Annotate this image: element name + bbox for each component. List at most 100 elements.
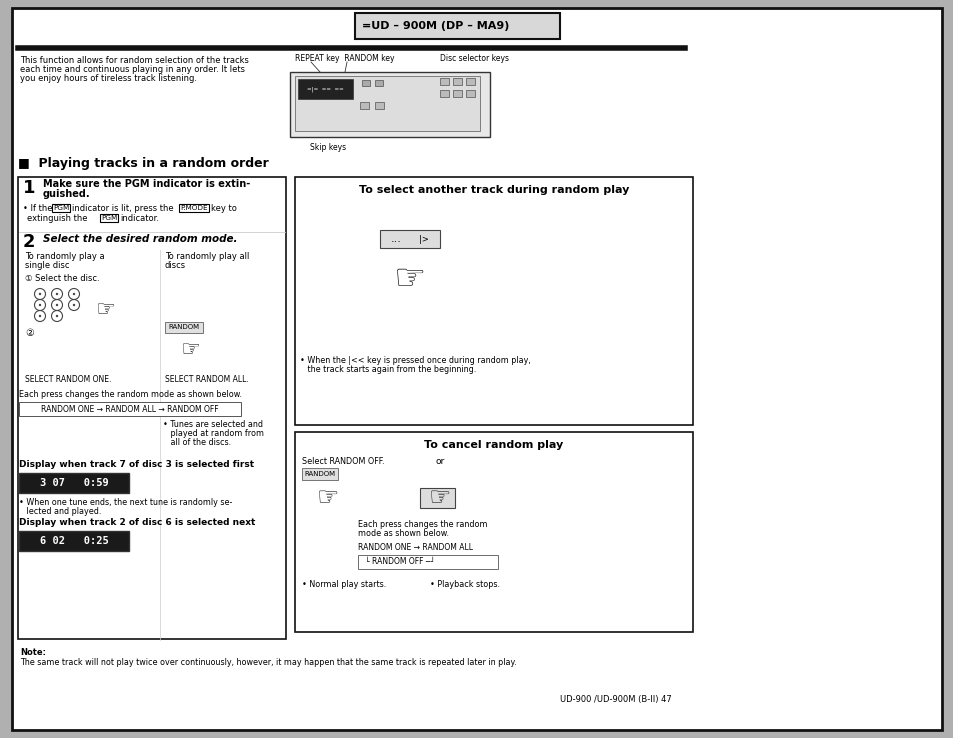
Text: indicator.: indicator.: [120, 214, 159, 223]
Text: RANDOM: RANDOM: [304, 471, 335, 477]
Bar: [453, 90, 461, 97]
Circle shape: [72, 293, 75, 295]
Text: └ RANDOM OFF ─┘: └ RANDOM OFF ─┘: [365, 557, 435, 567]
Text: ☞: ☞: [428, 486, 451, 510]
Text: ☞: ☞: [316, 486, 339, 510]
Bar: [19, 178, 39, 198]
Text: Select the desired random mode.: Select the desired random mode.: [43, 234, 237, 244]
Bar: [453, 78, 461, 85]
Text: 2: 2: [23, 233, 35, 251]
Bar: [359, 102, 369, 109]
Text: ②: ②: [25, 328, 33, 338]
Text: This function allows for random selection of the tracks: This function allows for random selectio…: [20, 56, 249, 65]
Text: all of the discs.: all of the discs.: [163, 438, 231, 447]
Bar: [294, 177, 692, 425]
Bar: [357, 555, 497, 569]
Text: RANDOM ONE → RANDOM ALL: RANDOM ONE → RANDOM ALL: [357, 543, 473, 552]
Bar: [419, 488, 455, 508]
Text: indicator is lit, press the: indicator is lit, press the: [71, 204, 173, 213]
Circle shape: [72, 304, 75, 306]
Bar: [294, 432, 692, 632]
Bar: [52, 204, 70, 212]
Bar: [439, 90, 449, 97]
Text: UD-900 /UD-900M (B-II) 47: UD-900 /UD-900M (B-II) 47: [559, 695, 671, 704]
Text: Disc selector keys: Disc selector keys: [439, 54, 509, 63]
Text: SELECT RANDOM ALL.: SELECT RANDOM ALL.: [165, 375, 249, 384]
Bar: [375, 102, 384, 109]
Text: you enjoy hours of tireless track listening.: you enjoy hours of tireless track listen…: [20, 74, 196, 83]
Text: To select another track during random play: To select another track during random pl…: [358, 185, 629, 195]
Text: • Tunes are selected and: • Tunes are selected and: [163, 420, 263, 429]
Text: ① Select the disc.: ① Select the disc.: [25, 274, 99, 283]
Text: Make sure the PGM indicator is extin-: Make sure the PGM indicator is extin-: [43, 179, 250, 189]
Text: Select RANDOM OFF.: Select RANDOM OFF.: [302, 457, 384, 466]
Circle shape: [55, 293, 58, 295]
Bar: [179, 204, 209, 212]
Bar: [361, 80, 370, 86]
Bar: [379, 230, 439, 248]
Bar: [294, 76, 479, 131]
Text: guished.: guished.: [43, 189, 91, 199]
Text: ...: ...: [390, 234, 401, 244]
Text: Display when track 2 of disc 6 is selected next: Display when track 2 of disc 6 is select…: [19, 518, 255, 527]
Text: • When one tune ends, the next tune is randomly se-: • When one tune ends, the next tune is r…: [19, 498, 233, 507]
Bar: [19, 402, 241, 416]
Text: single disc: single disc: [25, 261, 70, 270]
Bar: [19, 531, 129, 551]
Text: =|=  ==  ==: =|= == ==: [306, 86, 343, 92]
Bar: [19, 473, 129, 493]
Text: The same track will not play twice over continuously, however, it may happen tha: The same track will not play twice over …: [20, 658, 517, 667]
Text: P.MODE: P.MODE: [180, 205, 208, 211]
Text: 3 07   0:59: 3 07 0:59: [40, 478, 109, 488]
Text: PGM: PGM: [101, 215, 117, 221]
Bar: [165, 322, 203, 333]
Text: ☞: ☞: [95, 300, 115, 320]
Bar: [100, 214, 118, 222]
Circle shape: [55, 304, 58, 306]
Text: Skip keys: Skip keys: [310, 143, 346, 152]
Text: Note:: Note:: [20, 648, 46, 657]
Text: =UD – 900M (DP – MA9): =UD – 900M (DP – MA9): [361, 21, 509, 31]
Text: lected and played.: lected and played.: [19, 507, 101, 516]
Text: the track starts again from the beginning.: the track starts again from the beginnin…: [299, 365, 476, 374]
Circle shape: [39, 293, 41, 295]
Bar: [465, 90, 475, 97]
Bar: [297, 79, 353, 99]
Bar: [290, 72, 490, 137]
Circle shape: [39, 304, 41, 306]
Bar: [465, 78, 475, 85]
Bar: [375, 80, 382, 86]
Text: • Playback stops.: • Playback stops.: [430, 580, 499, 589]
Text: played at random from: played at random from: [163, 429, 264, 438]
Text: Each press changes the random: Each press changes the random: [357, 520, 487, 529]
Text: To cancel random play: To cancel random play: [424, 440, 563, 450]
Text: To randomly play a: To randomly play a: [25, 252, 105, 261]
Text: each time and continuous playing in any order. It lets: each time and continuous playing in any …: [20, 65, 245, 74]
Text: key to: key to: [211, 204, 236, 213]
Text: RANDOM ONE → RANDOM ALL → RANDOM OFF: RANDOM ONE → RANDOM ALL → RANDOM OFF: [41, 404, 218, 413]
Circle shape: [39, 315, 41, 317]
Text: ■  Playing tracks in a random order: ■ Playing tracks in a random order: [18, 157, 269, 170]
Bar: [355, 13, 559, 39]
Text: Display when track 7 of disc 3 is selected first: Display when track 7 of disc 3 is select…: [19, 460, 253, 469]
Circle shape: [55, 315, 58, 317]
Text: • Normal play starts.: • Normal play starts.: [302, 580, 386, 589]
Text: • If the: • If the: [23, 204, 52, 213]
Text: mode as shown below.: mode as shown below.: [357, 529, 449, 538]
Text: • When the |<< key is pressed once during random play,: • When the |<< key is pressed once durin…: [299, 356, 530, 365]
Text: ☞: ☞: [394, 261, 426, 295]
Text: extinguish the: extinguish the: [27, 214, 88, 223]
Text: ☞: ☞: [180, 340, 200, 360]
Text: |>: |>: [418, 235, 429, 244]
Text: PGM: PGM: [52, 205, 69, 211]
Text: SELECT RANDOM ONE.: SELECT RANDOM ONE.: [25, 375, 112, 384]
Bar: [302, 468, 337, 480]
Text: Each press changes the random mode as shown below.: Each press changes the random mode as sh…: [19, 390, 242, 399]
Bar: [18, 177, 286, 639]
Bar: [439, 78, 449, 85]
Text: To randomly play all: To randomly play all: [165, 252, 249, 261]
Text: 1: 1: [23, 179, 35, 197]
Text: discs: discs: [165, 261, 186, 270]
Text: RANDOM: RANDOM: [169, 324, 199, 330]
Text: REPEAT key  RANDOM key: REPEAT key RANDOM key: [294, 54, 395, 63]
